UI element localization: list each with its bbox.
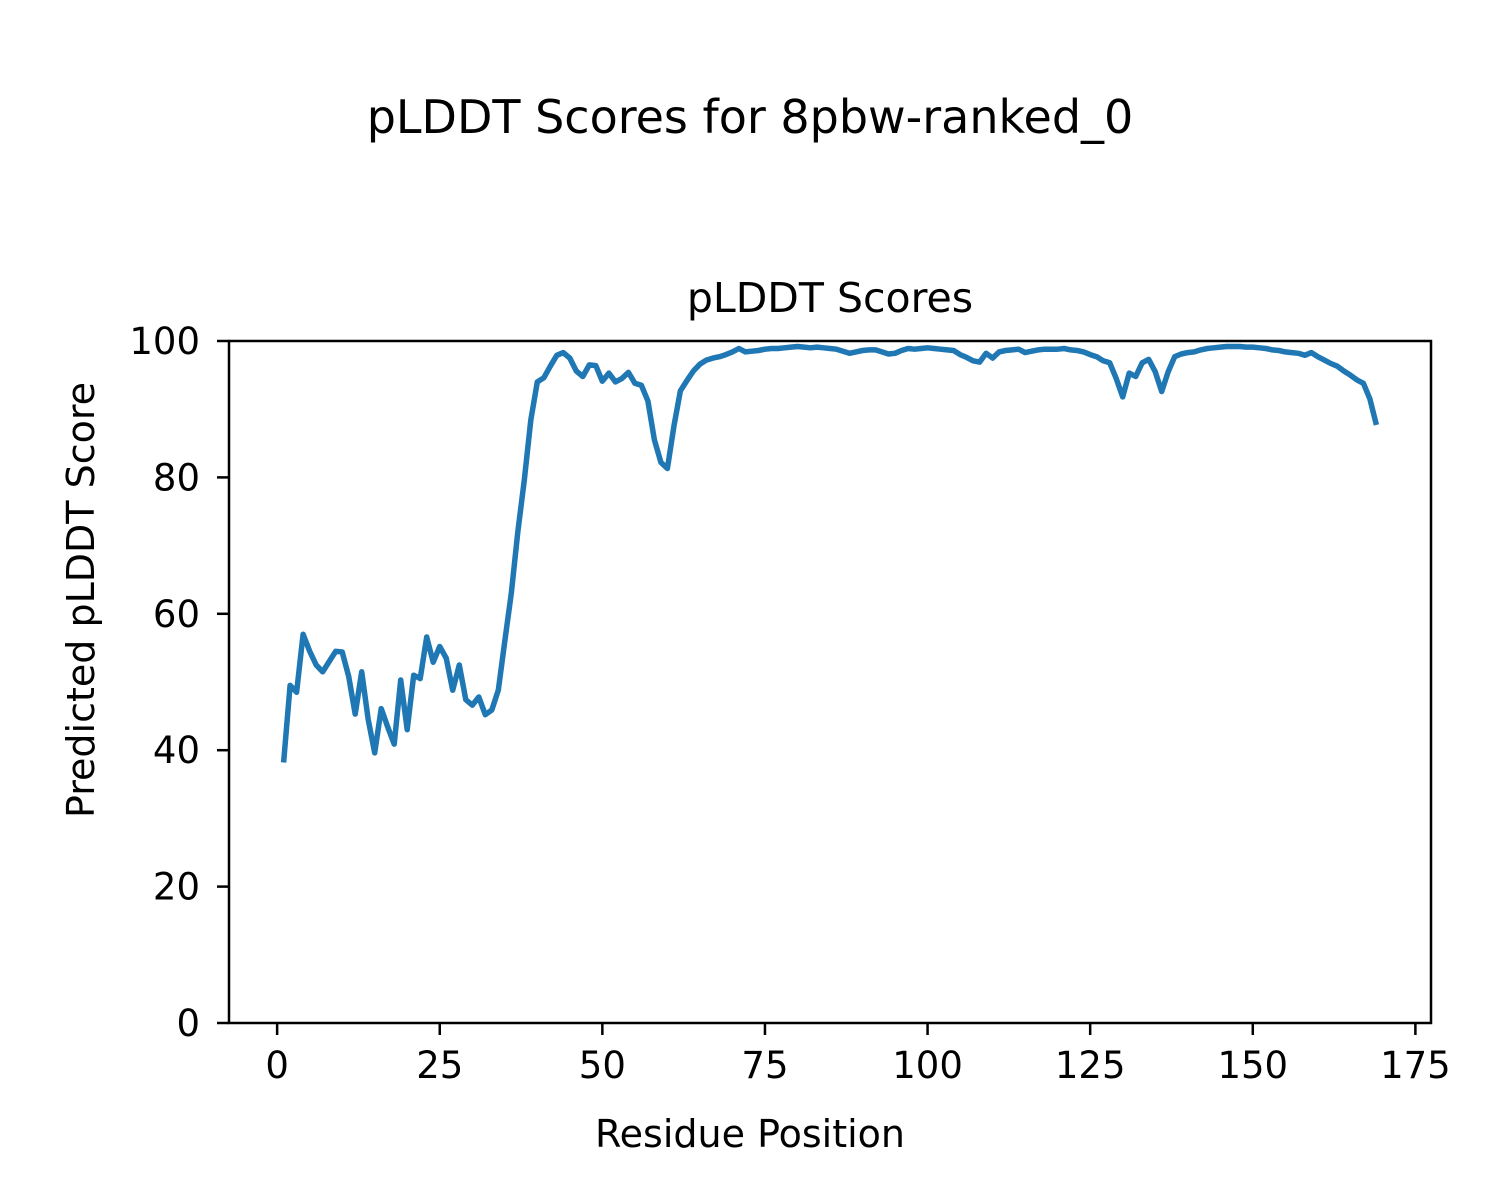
plddt-series-line	[280, 343, 1380, 763]
figure-suptitle: pLDDT Scores for 8pbw-ranked_0	[366, 90, 1134, 144]
x-tick-label: 75	[741, 1044, 788, 1087]
x-axis-label: Residue Position	[594, 1112, 906, 1156]
axes-spines	[227, 339, 1433, 1025]
x-tick-label: 0	[265, 1044, 289, 1087]
x-tick-label: 100	[892, 1044, 963, 1087]
x-tick-label: 125	[1055, 1044, 1126, 1087]
y-tick-label: 20	[153, 866, 200, 909]
x-tick-label: 50	[579, 1044, 626, 1087]
x-tick-label: 25	[416, 1044, 463, 1087]
x-tick-label: 175	[1380, 1044, 1451, 1087]
y-tick-label: 60	[153, 593, 200, 636]
y-tick-label: 0	[176, 1002, 200, 1045]
y-tick-label: 40	[153, 729, 200, 772]
y-tick-label: 100	[129, 320, 200, 363]
axes-title: pLDDT Scores	[686, 274, 974, 322]
y-tick-label: 80	[153, 456, 200, 499]
x-tick-label: 150	[1217, 1044, 1288, 1087]
